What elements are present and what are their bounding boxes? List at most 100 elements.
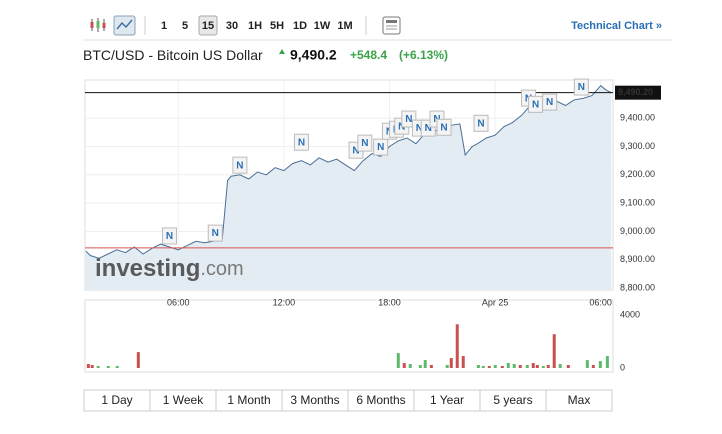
change-percent: (+6.13%) bbox=[399, 48, 448, 62]
interval-button[interactable]: 1D bbox=[293, 20, 307, 32]
volume-frame bbox=[84, 299, 614, 373]
volume-bar bbox=[106, 366, 110, 368]
volume-bar bbox=[598, 361, 602, 368]
news-marker-label[interactable]: N bbox=[532, 99, 539, 110]
news-marker[interactable] bbox=[542, 93, 558, 111]
y-tick-label: 8,800.00 bbox=[620, 282, 655, 292]
volume-bar bbox=[487, 366, 491, 368]
volume-bar bbox=[535, 365, 539, 368]
news-marker-label[interactable]: N bbox=[236, 160, 243, 171]
y-tick-label: 9,000.00 bbox=[620, 226, 655, 236]
volume-bar bbox=[552, 334, 556, 368]
y-tick-label: 8,900.00 bbox=[620, 254, 655, 264]
price-line bbox=[85, 85, 612, 259]
line-icon[interactable] bbox=[113, 15, 136, 36]
news-marker-label[interactable]: N bbox=[352, 145, 359, 156]
news-marker-label[interactable]: N bbox=[477, 118, 484, 129]
volume-bar bbox=[445, 365, 449, 368]
volume-bar bbox=[566, 365, 570, 368]
news-marker[interactable] bbox=[473, 114, 489, 132]
x-tick-label: 18:00 bbox=[378, 297, 401, 307]
news-marker[interactable] bbox=[357, 134, 373, 152]
watermark-domain: .com bbox=[200, 258, 243, 280]
range-button-box[interactable] bbox=[545, 389, 613, 412]
volume-bar bbox=[518, 365, 522, 368]
technical-chart-link[interactable]: Technical Chart » bbox=[571, 20, 662, 32]
volume-bar bbox=[402, 363, 406, 368]
news-marker-label[interactable]: N bbox=[361, 138, 368, 149]
change: +548.4 bbox=[350, 48, 387, 62]
interval-button[interactable]: 1W bbox=[314, 20, 331, 32]
interval-button[interactable]: 15 bbox=[202, 20, 214, 32]
y-tick-label: 9,400.00 bbox=[620, 113, 655, 123]
news-marker-label[interactable]: N bbox=[578, 82, 585, 93]
volume-bar bbox=[455, 324, 459, 368]
interval-button[interactable]: 1M bbox=[337, 20, 352, 32]
range-button[interactable]: 6 Months bbox=[356, 393, 405, 407]
area-fill bbox=[85, 85, 612, 290]
volume-bar bbox=[546, 365, 550, 368]
volume-bar bbox=[531, 363, 535, 368]
news-marker[interactable] bbox=[293, 133, 309, 151]
interval-button[interactable]: 1 bbox=[161, 20, 167, 32]
x-tick-label: 06:00 bbox=[167, 297, 190, 307]
range-button[interactable]: Max bbox=[568, 393, 591, 407]
news-marker[interactable] bbox=[232, 156, 248, 174]
news-marker[interactable] bbox=[207, 224, 223, 242]
instrument-name: BTC/USD - Bitcoin US Dollar bbox=[83, 47, 263, 63]
volume-bar bbox=[449, 358, 453, 368]
x-tick-label: 06:00 bbox=[589, 297, 612, 307]
news-marker-label[interactable]: N bbox=[405, 114, 412, 125]
news-marker[interactable] bbox=[573, 78, 589, 96]
price: 9,490.2 bbox=[290, 47, 337, 63]
interval-button[interactable]: 30 bbox=[226, 20, 238, 32]
volume-bar bbox=[418, 365, 422, 368]
range-button[interactable]: 1 Week bbox=[163, 393, 204, 407]
last-price-label: 9,490.20 bbox=[618, 87, 653, 97]
range-button[interactable]: 3 Months bbox=[290, 393, 339, 407]
volume-bar bbox=[558, 364, 562, 368]
volume-bar bbox=[423, 360, 427, 368]
range-buttons: 1 Day 1 Week 1 Month 3 Months 6 Months 1 Year… bbox=[83, 389, 613, 412]
range-button[interactable]: 1 Month bbox=[227, 393, 270, 407]
volume-bar bbox=[500, 366, 504, 368]
interval-active[interactable] bbox=[198, 15, 218, 36]
up-arrow bbox=[279, 49, 285, 54]
news-marker-label[interactable]: N bbox=[298, 137, 305, 148]
volume-bar bbox=[525, 365, 529, 368]
calendar-icon[interactable] bbox=[382, 16, 401, 35]
news-marker-label[interactable]: N bbox=[440, 122, 447, 133]
news-marker-label[interactable]: N bbox=[212, 228, 219, 239]
volume-tick-label: 0 bbox=[620, 362, 625, 372]
volume-bar bbox=[96, 366, 100, 368]
y-tick-label: 9,300.00 bbox=[620, 141, 655, 151]
volume-bar bbox=[512, 364, 516, 368]
range-button[interactable]: 1 Year bbox=[430, 393, 464, 407]
news-marker[interactable] bbox=[373, 138, 389, 156]
news-marker-label[interactable]: N bbox=[546, 97, 553, 108]
news-marker-label[interactable]: N bbox=[425, 123, 432, 134]
interval-button[interactable]: 5H bbox=[270, 20, 284, 32]
interval-button[interactable]: 1H bbox=[248, 20, 262, 32]
marks: 9,400.00 9,300.00 9,200.00 9,100.00 9,000.00… bbox=[85, 78, 661, 372]
y-tick-label: 9,100.00 bbox=[620, 197, 655, 207]
x-tick-label: Apr 25 bbox=[482, 297, 509, 307]
volume-bar bbox=[541, 366, 545, 368]
interval-button[interactable]: 5 bbox=[182, 20, 188, 32]
news-marker[interactable] bbox=[436, 118, 452, 136]
news-marker[interactable] bbox=[161, 227, 177, 245]
volume-bar bbox=[115, 366, 119, 368]
range-button[interactable]: 1 Day bbox=[101, 393, 132, 407]
news-marker-label[interactable]: N bbox=[166, 231, 173, 242]
range-button[interactable]: 5 years bbox=[493, 393, 532, 407]
volume-bar bbox=[481, 366, 485, 368]
news-marker-label[interactable]: N bbox=[416, 123, 423, 134]
news-marker-label[interactable]: N bbox=[377, 142, 384, 153]
volume-bar bbox=[591, 365, 595, 368]
volume-bar bbox=[90, 365, 94, 368]
volume-bar bbox=[476, 365, 480, 368]
candle-icon[interactable] bbox=[90, 18, 106, 32]
volume-bar bbox=[493, 365, 497, 368]
volume-tick-label: 4000 bbox=[620, 309, 640, 319]
